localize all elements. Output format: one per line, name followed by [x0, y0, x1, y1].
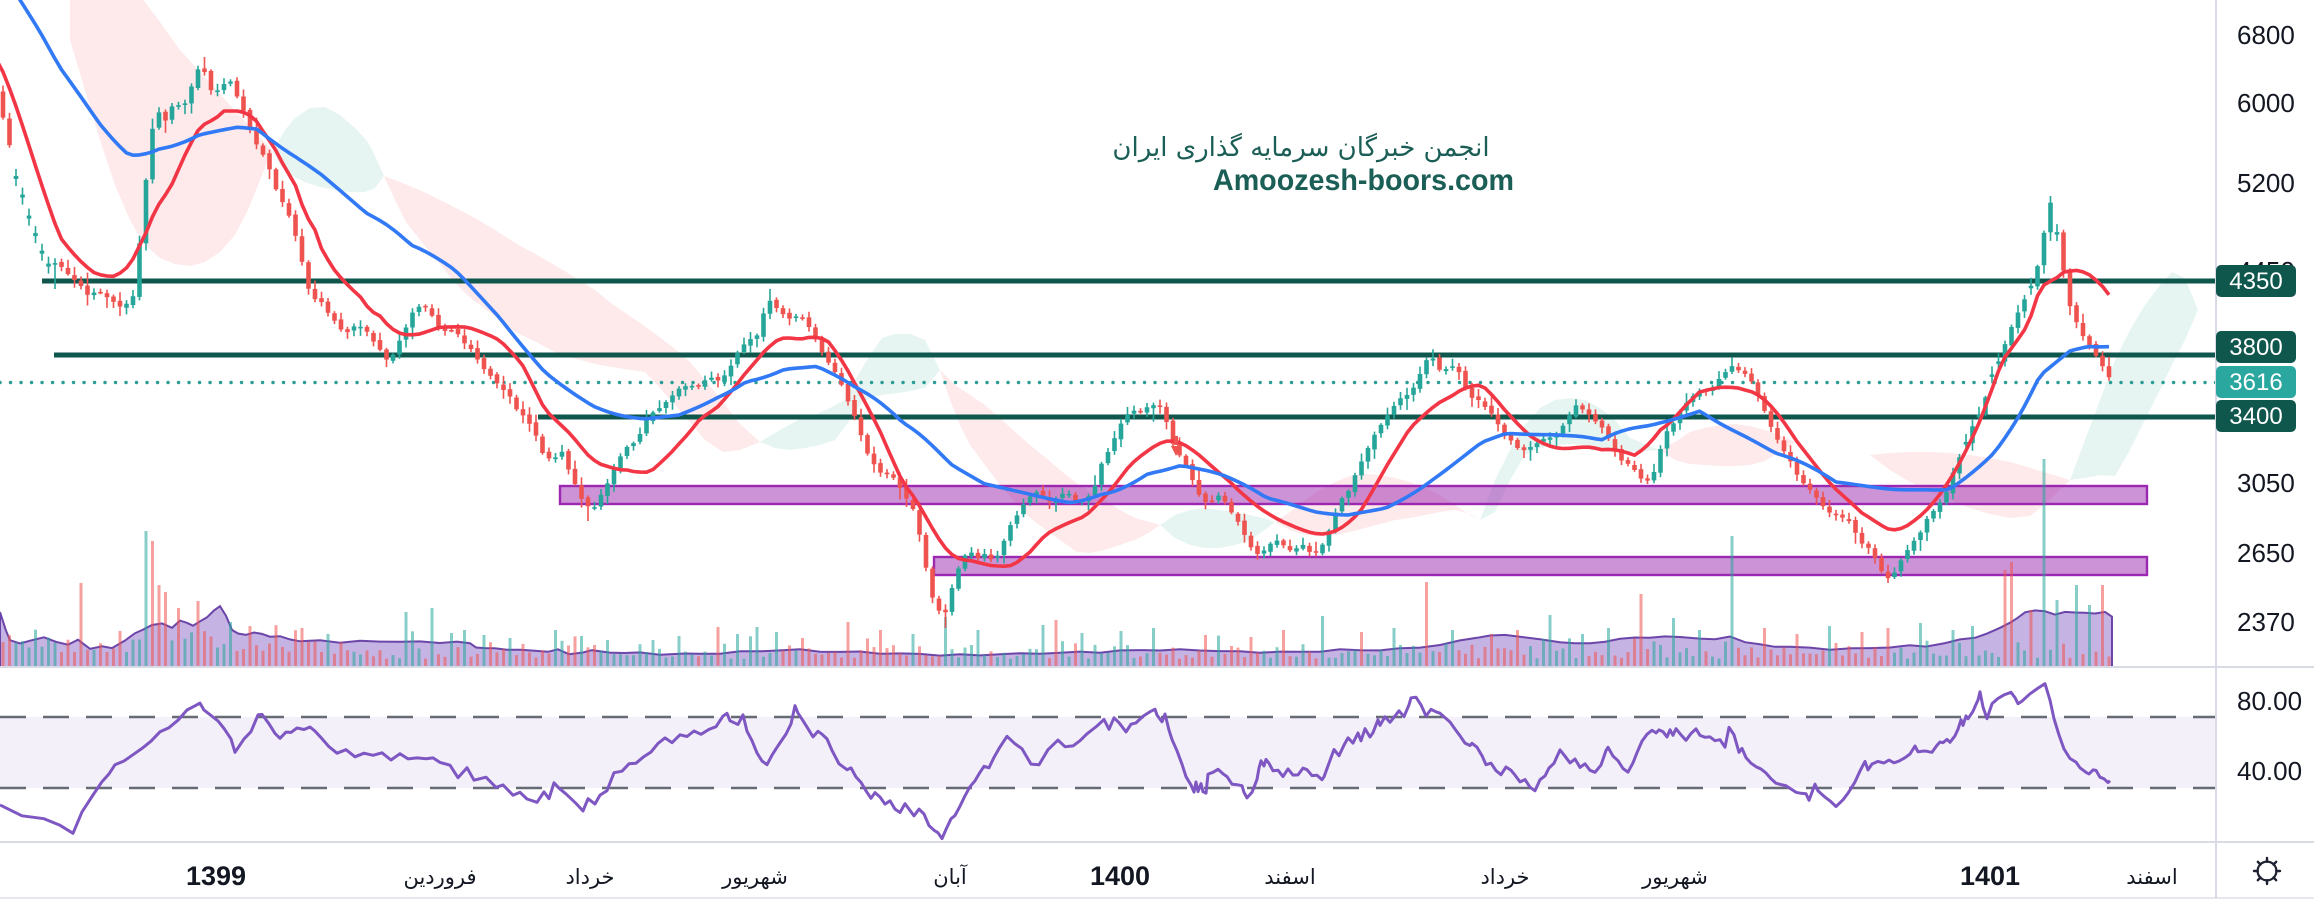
svg-text:اسفند: اسفند: [1264, 865, 1315, 889]
svg-text:40.00: 40.00: [2237, 756, 2302, 786]
svg-text:3616: 3616: [2229, 369, 2282, 396]
svg-text:Amoozesh-boors.com: Amoozesh-boors.com: [1213, 164, 1514, 197]
svg-text:80.00: 80.00: [2237, 686, 2302, 716]
svg-text:فروردین: فروردین: [403, 865, 476, 889]
svg-text:2370: 2370: [2237, 607, 2295, 637]
svg-text:آبان: آبان: [933, 864, 968, 889]
svg-text:4350: 4350: [2229, 268, 2282, 295]
svg-text:3800: 3800: [2229, 334, 2282, 361]
svg-text:5200: 5200: [2237, 168, 2295, 198]
svg-text:6000: 6000: [2237, 88, 2295, 118]
svg-text:6800: 6800: [2237, 20, 2295, 50]
svg-text:3400: 3400: [2229, 403, 2282, 430]
svg-text:شهریور: شهریور: [1641, 865, 1708, 889]
svg-text:1400: 1400: [1090, 861, 1150, 891]
svg-text:شهریور: شهریور: [721, 865, 788, 889]
svg-text:اسفند: اسفند: [2126, 865, 2177, 889]
svg-text:1399: 1399: [186, 861, 246, 891]
svg-text:3050: 3050: [2237, 468, 2295, 498]
svg-text:خرداد: خرداد: [565, 865, 614, 889]
svg-text:1401: 1401: [1960, 861, 2020, 891]
svg-text:انجمن خبرگان سرمایه گذاری ایرا: انجمن خبرگان سرمایه گذاری ایران: [1112, 132, 1489, 163]
svg-text:خرداد: خرداد: [1480, 865, 1529, 889]
svg-text:2650: 2650: [2237, 538, 2295, 568]
